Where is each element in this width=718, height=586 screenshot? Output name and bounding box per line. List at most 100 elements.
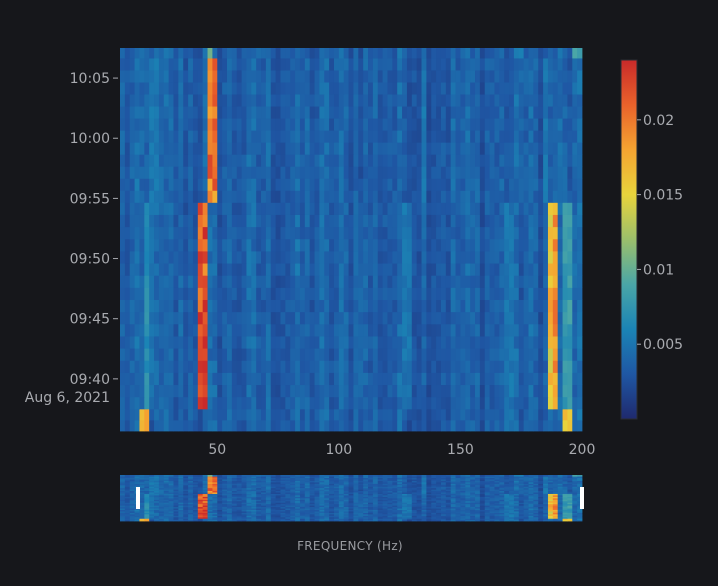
heatmap-cell <box>236 106 242 119</box>
range-slider-cell <box>577 509 583 512</box>
heatmap-cell <box>436 251 442 264</box>
heatmap-cell <box>533 142 539 155</box>
heatmap-cell <box>397 214 403 228</box>
range-slider-cell <box>173 518 179 521</box>
heatmap-cell <box>231 408 238 421</box>
range-slider-cell <box>372 493 379 496</box>
range-slider-cell <box>265 513 272 516</box>
heatmap-cell <box>406 275 413 288</box>
range-slider-cell <box>217 499 223 502</box>
heatmap-cell <box>358 419 364 432</box>
heatmap-cell <box>178 226 184 240</box>
heatmap-cell <box>251 118 257 131</box>
range-slider-cell <box>163 502 170 505</box>
heatmap-cell <box>290 226 296 240</box>
heatmap-cell <box>144 360 150 373</box>
range-slider-cell <box>270 513 277 516</box>
range-slider-cell <box>411 496 418 499</box>
range-slider-cell <box>543 492 549 494</box>
range-slider-cell <box>387 512 393 515</box>
range-slider-cell <box>154 512 160 515</box>
range-slider-cell <box>372 512 379 515</box>
heatmap-cell <box>431 396 437 410</box>
range-slider-cell <box>192 499 199 502</box>
heatmap-cell <box>470 118 476 131</box>
heatmap-cell <box>256 202 262 215</box>
range-slider-cell <box>416 508 422 510</box>
heatmap-cell <box>421 48 427 59</box>
range-slider-cell <box>246 492 252 494</box>
heatmap-cell <box>572 275 578 288</box>
range-slider-cell <box>445 515 452 518</box>
heatmap-cell <box>207 142 213 155</box>
range-slider-cell <box>149 515 155 518</box>
heatmap-cell <box>475 190 481 203</box>
range-slider-cell <box>154 513 160 516</box>
heatmap-cell <box>280 396 286 410</box>
heatmap-cell <box>265 166 272 179</box>
heatmap-cell <box>353 70 359 83</box>
heatmap-cell <box>572 384 578 398</box>
heatmap-cell <box>440 70 447 83</box>
range-slider-cell <box>377 509 384 512</box>
range-slider-cell <box>338 495 345 497</box>
heatmap-cell <box>343 94 349 107</box>
range-slider-cell <box>207 490 213 493</box>
range-slider-cell <box>440 513 447 516</box>
heatmap-cell <box>236 94 242 107</box>
heatmap-cell <box>129 226 135 240</box>
range-slider[interactable] <box>120 475 584 522</box>
heatmap-cell <box>504 142 510 155</box>
heatmap-cell <box>329 238 335 252</box>
range-slider-cell <box>314 508 320 510</box>
range-slider-cell <box>290 518 296 521</box>
heatmap-cell <box>314 238 320 252</box>
range-slider-cell <box>173 503 179 506</box>
heatmap-cell <box>251 154 257 167</box>
heatmap-cell <box>402 106 408 119</box>
heatmap-cell <box>348 48 354 59</box>
heatmap-cell <box>265 94 272 107</box>
heatmap-cell <box>479 94 486 107</box>
heatmap-cell <box>319 58 325 71</box>
range-slider-cell <box>212 502 218 505</box>
range-slider-cell <box>538 505 544 508</box>
range-slider-cell <box>290 503 296 506</box>
heatmap-cell <box>129 311 135 325</box>
heatmap-cell <box>475 214 481 228</box>
heatmap-cell <box>163 82 170 95</box>
range-slider-cell <box>261 503 267 506</box>
range-slider-cell <box>528 502 534 505</box>
heatmap-cell <box>120 348 126 361</box>
range-slider-cell <box>290 511 296 513</box>
heatmap-cell <box>504 384 510 398</box>
heatmap-cell <box>465 299 471 313</box>
range-slider-cell <box>333 519 340 522</box>
heatmap-cell <box>489 214 495 228</box>
heatmap-cell <box>533 118 539 131</box>
heatmap-cell <box>134 396 140 410</box>
heatmap-cell <box>402 118 408 131</box>
range-slider-cell <box>431 506 437 509</box>
heatmap-cell <box>513 251 520 264</box>
range-slider-cell <box>455 502 461 505</box>
range-slider-cell <box>382 511 388 513</box>
heatmap-cell <box>440 360 447 373</box>
heatmap-cell <box>368 263 374 276</box>
heatmap-cell <box>173 70 179 83</box>
heatmap-cell <box>270 311 277 325</box>
heatmap-cell <box>533 336 539 349</box>
heatmap-cell <box>518 348 525 361</box>
heatmap-cell <box>314 384 320 398</box>
range-slider-cell <box>577 518 583 521</box>
range-slider-cell <box>309 506 315 509</box>
heatmap-cell <box>406 94 413 107</box>
heatmap-cell <box>207 202 213 215</box>
range-slider-cell <box>499 511 505 513</box>
heatmap-cell <box>392 238 398 252</box>
range-slider-cell <box>358 500 364 503</box>
range-slider-cell <box>392 503 398 506</box>
heatmap-cell <box>518 202 525 215</box>
heatmap-cell <box>518 58 525 71</box>
heatmap-cell <box>392 130 398 143</box>
